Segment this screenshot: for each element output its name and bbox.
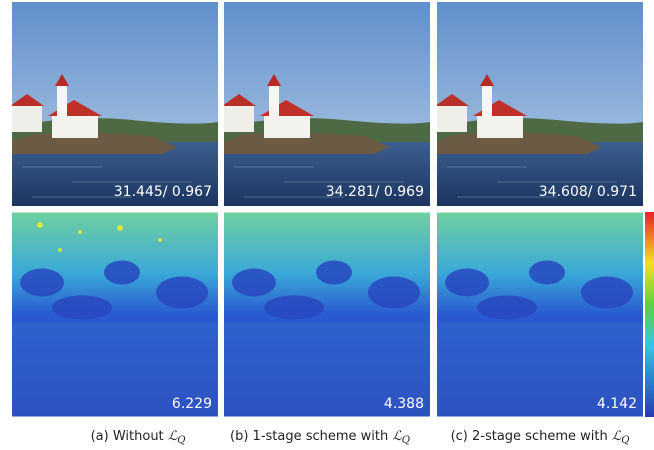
caption: (a) Without ℒQ — [91, 429, 186, 446]
figure: 31.445/ 0.967 34.281/ 0.969 34.608/ 0.97… — [0, 0, 654, 450]
error-map — [12, 213, 218, 417]
error-label: 4.142 — [597, 396, 637, 412]
photo — [435, 2, 643, 206]
error-map — [224, 213, 430, 417]
metric-label: 34.608/ 0.971 — [539, 184, 637, 200]
photo-row — [10, 2, 643, 206]
photo — [10, 2, 218, 206]
error-row — [12, 212, 654, 417]
caption: (c) 2-stage scheme with ℒQ — [451, 429, 630, 446]
colorbar — [645, 212, 654, 417]
error-label: 6.229 — [172, 396, 212, 412]
caption: (b) 1-stage scheme with ℒQ — [230, 429, 410, 446]
metric-label: 34.281/ 0.969 — [326, 184, 424, 200]
error-map — [437, 213, 643, 417]
error-label: 4.388 — [384, 396, 424, 412]
photo — [222, 2, 430, 206]
metric-label: 31.445/ 0.967 — [114, 184, 212, 200]
